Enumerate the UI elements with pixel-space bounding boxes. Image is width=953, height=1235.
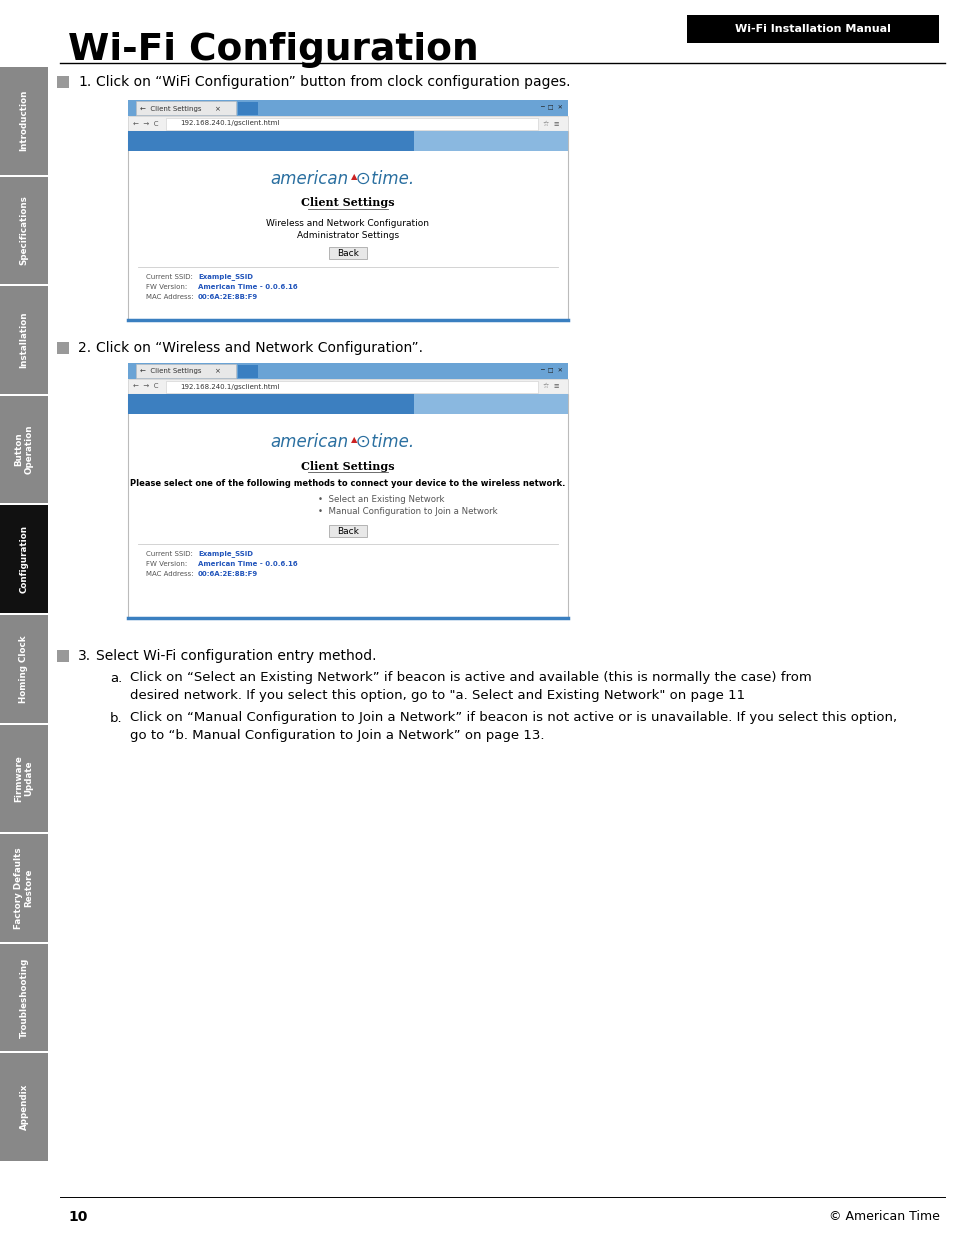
Bar xyxy=(0,505,48,613)
Bar xyxy=(0,834,48,942)
Text: desired network. If you select this option, go to "a. Select and Existing Networ: desired network. If you select this opti… xyxy=(130,688,744,701)
Bar xyxy=(128,394,567,618)
Text: Homing Clock: Homing Clock xyxy=(19,635,29,703)
Bar xyxy=(128,131,567,320)
Bar xyxy=(0,395,48,504)
Bar xyxy=(0,725,48,832)
Bar xyxy=(128,131,567,151)
Text: Firmware
Update: Firmware Update xyxy=(14,755,33,802)
Text: Troubleshooting: Troubleshooting xyxy=(19,957,29,1037)
Text: ⊙: ⊙ xyxy=(350,433,371,451)
Text: ─  □  ✕: ─ □ ✕ xyxy=(539,105,562,110)
Bar xyxy=(128,363,567,379)
Text: 2.: 2. xyxy=(78,341,91,354)
Text: Click on “WiFi Configuration” button from clock configuration pages.: Click on “WiFi Configuration” button fro… xyxy=(96,75,570,89)
Text: a.: a. xyxy=(110,672,122,684)
Text: Current SSID:: Current SSID: xyxy=(146,551,193,557)
Text: 192.168.240.1/gsclient.html: 192.168.240.1/gsclient.html xyxy=(180,384,279,389)
Text: ▲: ▲ xyxy=(351,436,357,445)
Text: b.: b. xyxy=(110,711,123,725)
Bar xyxy=(166,380,537,393)
Bar xyxy=(329,525,367,537)
Text: ←  →  C: ← → C xyxy=(132,121,158,126)
Bar xyxy=(128,100,567,116)
Text: FW Version:: FW Version: xyxy=(146,284,187,290)
Bar xyxy=(0,287,48,394)
Text: Configuration: Configuration xyxy=(19,525,29,593)
Text: Back: Back xyxy=(336,248,358,258)
Bar xyxy=(686,15,938,43)
Bar xyxy=(136,364,235,378)
Bar xyxy=(237,103,257,115)
Text: ☆  ≡: ☆ ≡ xyxy=(542,384,559,389)
Bar xyxy=(0,615,48,722)
Text: Example_SSID: Example_SSID xyxy=(198,273,253,280)
Text: 10: 10 xyxy=(68,1210,88,1224)
Text: 3.: 3. xyxy=(78,650,91,663)
Bar xyxy=(0,1053,48,1161)
Text: Current SSID:: Current SSID: xyxy=(146,274,193,280)
Text: Appendix: Appendix xyxy=(19,1084,29,1130)
Text: time.: time. xyxy=(366,170,414,188)
Text: time.: time. xyxy=(366,433,414,451)
Text: ←  Client Settings      ×: ← Client Settings × xyxy=(140,368,221,374)
Bar xyxy=(57,650,69,662)
Text: Wi-Fi Installation Manual: Wi-Fi Installation Manual xyxy=(735,23,890,35)
Text: Select Wi-Fi configuration entry method.: Select Wi-Fi configuration entry method. xyxy=(96,650,376,663)
Text: MAC Address:: MAC Address: xyxy=(146,294,193,300)
Text: Click on “Manual Configuration to Join a Network” if beacon is not active or is : Click on “Manual Configuration to Join a… xyxy=(130,711,896,725)
Text: Example_SSID: Example_SSID xyxy=(198,551,253,557)
Bar xyxy=(166,117,537,130)
Text: Click on “Select an Existing Network” if beacon is active and available (this is: Click on “Select an Existing Network” if… xyxy=(130,672,811,684)
Text: American Time - 0.0.6.16: American Time - 0.0.6.16 xyxy=(198,284,297,290)
Text: ←  →  C: ← → C xyxy=(132,384,158,389)
Text: •  Manual Configuration to Join a Network: • Manual Configuration to Join a Network xyxy=(317,508,497,516)
Bar xyxy=(57,77,69,88)
Bar xyxy=(136,101,235,115)
Text: MAC Address:: MAC Address: xyxy=(146,571,193,577)
Text: Administrator Settings: Administrator Settings xyxy=(296,231,398,240)
Bar xyxy=(0,67,48,174)
Text: Click on “Wireless and Network Configuration”.: Click on “Wireless and Network Configura… xyxy=(96,341,422,354)
Text: american: american xyxy=(270,170,348,188)
Text: ⊙: ⊙ xyxy=(350,170,371,188)
Bar xyxy=(414,131,567,151)
Text: Wi-Fi Configuration: Wi-Fi Configuration xyxy=(68,32,478,68)
Bar xyxy=(237,366,257,378)
Bar xyxy=(57,342,69,354)
Text: Installation: Installation xyxy=(19,311,29,368)
Text: go to “b. Manual Configuration to Join a Network” on page 13.: go to “b. Manual Configuration to Join a… xyxy=(130,729,544,741)
Text: Button
Operation: Button Operation xyxy=(14,425,33,474)
Text: ☆  ≡: ☆ ≡ xyxy=(542,121,559,126)
Text: ←  Client Settings      ×: ← Client Settings × xyxy=(140,105,221,111)
Bar xyxy=(128,379,567,394)
Text: Introduction: Introduction xyxy=(19,90,29,152)
Text: Please select one of the following methods to connect your device to the wireles: Please select one of the following metho… xyxy=(131,479,565,489)
Bar xyxy=(329,247,367,259)
Text: Factory Defaults
Restore: Factory Defaults Restore xyxy=(14,847,33,929)
Text: american: american xyxy=(270,433,348,451)
Text: FW Version:: FW Version: xyxy=(146,561,187,567)
Text: •  Select an Existing Network: • Select an Existing Network xyxy=(317,495,444,505)
Text: American Time - 0.0.6.16: American Time - 0.0.6.16 xyxy=(198,561,297,567)
Text: 1.: 1. xyxy=(78,75,91,89)
Text: Client Settings: Client Settings xyxy=(301,461,395,472)
Text: Wireless and Network Configuration: Wireless and Network Configuration xyxy=(266,219,429,227)
Text: ─  □  ✕: ─ □ ✕ xyxy=(539,368,562,373)
Text: © American Time: © American Time xyxy=(828,1210,939,1224)
Text: 00:6A:2E:8B:F9: 00:6A:2E:8B:F9 xyxy=(198,294,258,300)
Bar xyxy=(128,116,567,131)
Text: 192.168.240.1/gsclient.html: 192.168.240.1/gsclient.html xyxy=(180,121,279,126)
Text: Client Settings: Client Settings xyxy=(301,198,395,209)
Text: Back: Back xyxy=(336,526,358,536)
Bar xyxy=(0,944,48,1051)
Bar xyxy=(128,394,567,414)
Bar xyxy=(414,394,567,414)
Text: Specifications: Specifications xyxy=(19,195,29,266)
Bar xyxy=(0,177,48,284)
Text: 00:6A:2E:8B:F9: 00:6A:2E:8B:F9 xyxy=(198,571,258,577)
Text: ▲: ▲ xyxy=(351,173,357,182)
